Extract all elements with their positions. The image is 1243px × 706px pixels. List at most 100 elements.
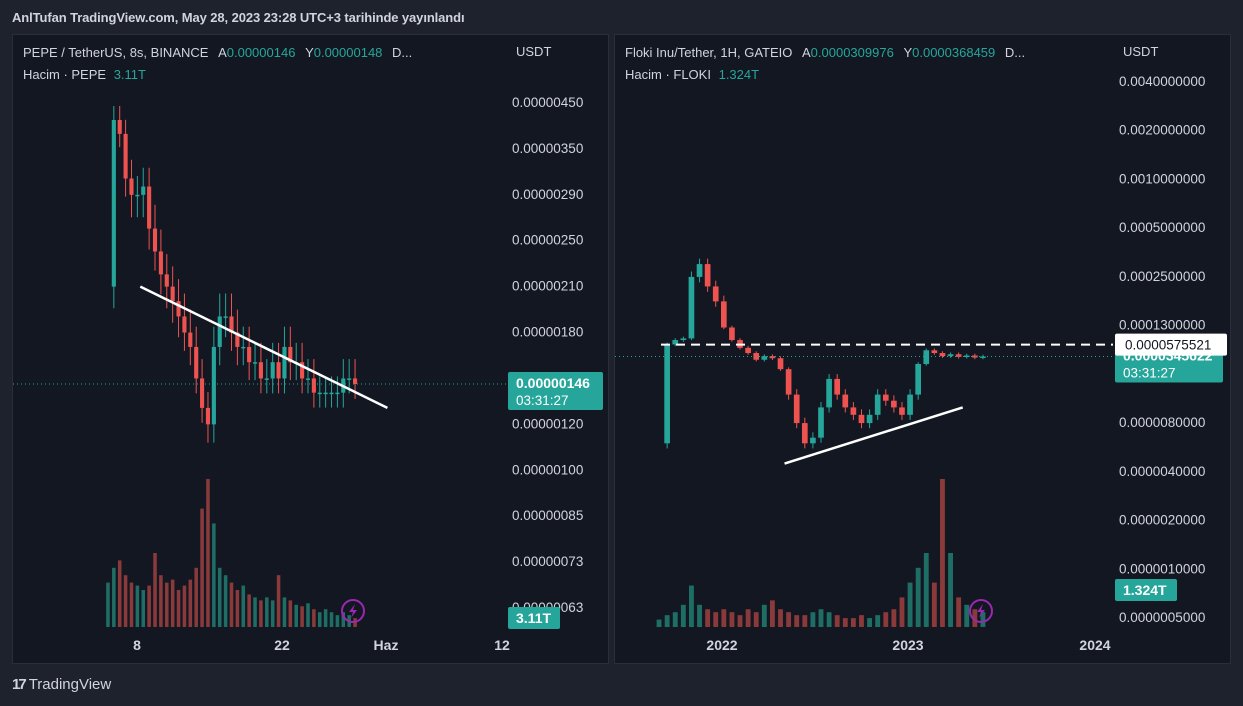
right-x-tick-label: 2022 [706, 637, 737, 653]
left-volume-bar [282, 597, 287, 627]
tradingview-logo[interactable]: 17 TradingView [12, 676, 111, 693]
left-candle [141, 186, 146, 195]
left-candle [217, 316, 222, 347]
right-y-tick-label: 0.0005000000 [1119, 220, 1205, 235]
right-candle [818, 407, 824, 438]
left-volume-bar [265, 597, 269, 627]
right-volume-bar [786, 612, 792, 627]
right-y-tick-label: 0.0002500000 [1119, 269, 1205, 284]
right-volume-badge-value: 1.324T [1123, 582, 1167, 598]
pepe-high-label: Y [305, 45, 314, 60]
right-volume-bar [664, 615, 670, 627]
right-candle [923, 350, 930, 364]
right-y-tick-label: 0.0000010000 [1119, 561, 1205, 576]
left-candle [135, 194, 140, 197]
left-volume-bar [329, 612, 334, 627]
right-volume-badge [1115, 579, 1177, 601]
left-volume-bar [188, 579, 193, 627]
left-candle [335, 392, 340, 395]
left-candle [276, 362, 281, 379]
floki-more-label: D... [1004, 45, 1026, 60]
left-volume-bar [323, 609, 328, 627]
right-volume-bar [721, 609, 727, 627]
left-candle [111, 120, 116, 287]
left-volume-bar [276, 575, 281, 627]
left-candle [117, 120, 122, 134]
left-volume-bar [212, 523, 216, 627]
right-candle [712, 286, 719, 302]
right-volume-bar [931, 582, 937, 627]
right-y-tick-label: 0.0000005000 [1119, 610, 1205, 625]
right-x-tick-label: 2024 [1079, 637, 1110, 653]
pepe-volume-legend: Hacim · PEPE 3.11T [23, 67, 146, 82]
right-volume-bar [697, 604, 702, 627]
left-volume-bar [306, 603, 310, 627]
right-candle [882, 394, 889, 401]
left-volume-bar [300, 606, 304, 627]
floki-high-label: Y [903, 45, 913, 60]
left-currency-label: USDT [516, 44, 551, 59]
left-y-tick-label: 0.00000073 [512, 554, 583, 569]
right-volume-bar [899, 597, 905, 627]
left-x-tick-label: 8 [133, 637, 141, 653]
left-volume-bar [165, 582, 169, 627]
right-x-tick-label: 2023 [892, 637, 923, 653]
right-candle [664, 344, 670, 444]
left-candle [329, 392, 334, 395]
right-volume-bar [745, 609, 751, 627]
right-level-badge [1115, 333, 1227, 356]
pepe-open-label: A [218, 45, 227, 60]
left-volume-bar [223, 575, 228, 627]
right-candle [972, 355, 978, 358]
chart-panel-pepe[interactable]: USDT 0.00000450 0.00000350 0.00000290 0.0000… [12, 34, 609, 664]
floki-chart[interactable]: USDT 0.0040000000 0.0020000000 0.0010000000… [615, 35, 1230, 663]
right-candle [891, 400, 897, 408]
right-volume-bar [826, 612, 832, 627]
pepe-chart[interactable]: USDT 0.00000450 0.00000350 0.00000290 0.0000… [13, 35, 608, 663]
left-volume-bar [217, 567, 222, 627]
right-candle [874, 394, 881, 415]
floki-symbol[interactable]: Floki Inu/Tether, 1H, GATEIO [625, 45, 793, 60]
pepe-more-label: D... [392, 45, 413, 60]
right-y-tick-label: 0.0000080000 [1119, 415, 1205, 430]
right-volume-bar [656, 619, 662, 627]
left-volume-bar [253, 597, 257, 627]
right-volume-bar [842, 618, 848, 627]
left-candle [194, 346, 199, 379]
left-y-tick-label: 0.00000450 [512, 95, 583, 110]
right-candle [753, 353, 760, 360]
right-volume-bar [761, 604, 767, 627]
left-volume-bar [294, 604, 298, 627]
right-level-badge-value: 0.0000575521 [1125, 338, 1211, 353]
right-candle [777, 358, 784, 370]
floki-open-label: A [802, 45, 811, 60]
pepe-symbol[interactable]: PEPE / TetherUS, 8s, BINANCE [23, 45, 209, 60]
left-candle [123, 133, 128, 179]
left-y-tick-label: 0.00000120 [512, 416, 583, 431]
left-candle [205, 407, 211, 425]
left-candle [147, 186, 152, 229]
left-candle [282, 346, 287, 379]
left-candle [229, 316, 234, 333]
left-candle [152, 228, 158, 252]
left-volume-bar [194, 567, 198, 627]
right-candle [720, 301, 727, 328]
right-volume-bar [923, 553, 929, 627]
right-candle [769, 356, 776, 359]
right-volume-bar [794, 615, 800, 627]
left-volume-bar [176, 590, 181, 627]
left-candle [211, 346, 216, 425]
left-y-tick-label: 0.00000350 [512, 141, 583, 156]
chart-panel-floki[interactable]: USDT 0.0040000000 0.0020000000 0.0010000000… [614, 34, 1231, 664]
right-volume-bar [689, 585, 694, 627]
right-volume-bar [907, 582, 913, 627]
right-volume-bar [737, 615, 743, 627]
left-candle [247, 346, 252, 363]
left-y-tick-label: 0.00000290 [512, 187, 583, 202]
left-candle [200, 378, 205, 408]
floki-volume-label: Hacim · FLOKI [625, 67, 711, 82]
left-price-badge-time: 03:31:27 [516, 393, 569, 408]
left-volume-badge [508, 607, 560, 629]
floki-volume-value: 1.324T [718, 67, 760, 82]
right-volume-bar [680, 604, 686, 627]
